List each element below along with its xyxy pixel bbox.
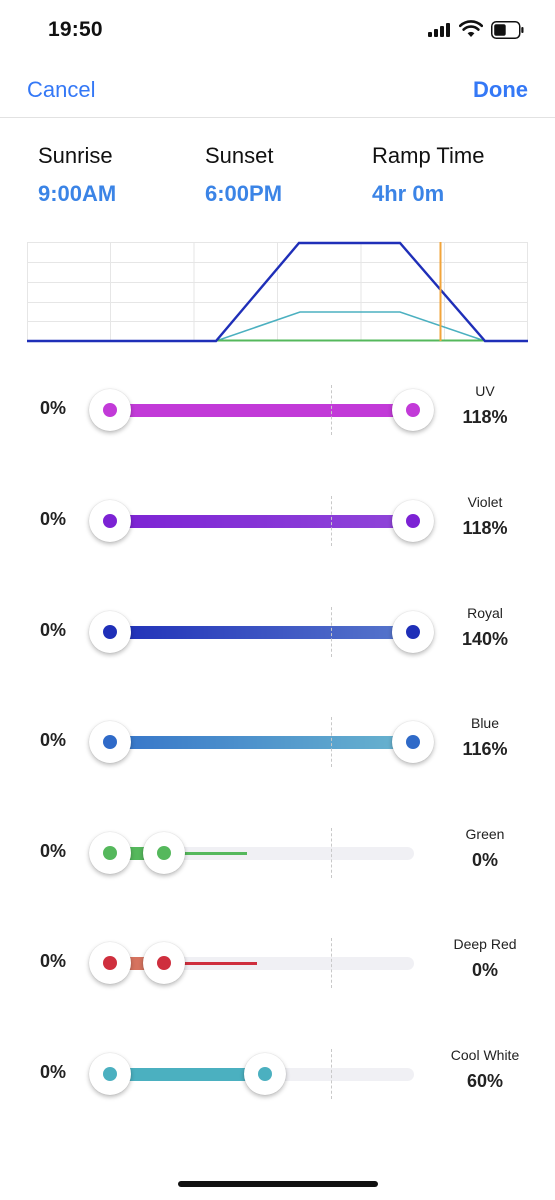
knob-dot xyxy=(103,956,117,970)
channel-name: UV xyxy=(475,383,495,399)
nav-bar: Cancel Done xyxy=(0,62,555,118)
channel-row-violet: 0% Violet 118% xyxy=(0,480,555,591)
channel-name: Violet xyxy=(467,494,503,510)
knob-dot xyxy=(103,846,117,860)
slider-range-line xyxy=(164,852,247,855)
channel-name: Green xyxy=(465,826,505,842)
min-slider-knob[interactable] xyxy=(89,942,131,984)
channel-row-cool-white: 0% Cool White 60% xyxy=(0,1033,555,1144)
sunset-label: Sunset xyxy=(205,143,274,168)
min-slider-knob[interactable] xyxy=(89,832,131,874)
cancel-button[interactable]: Cancel xyxy=(27,77,96,102)
min-slider-knob[interactable] xyxy=(89,611,131,653)
channel-row-blue: 0% Blue 116% xyxy=(0,701,555,812)
slider-range xyxy=(110,1068,265,1081)
ramp-time-setting[interactable]: Ramp Time 4hr 0m xyxy=(372,143,484,207)
max-slider-knob[interactable] xyxy=(392,721,434,763)
channel-max-value: 60% xyxy=(466,1071,504,1091)
reference-line xyxy=(331,938,332,988)
intensity-curve xyxy=(27,241,528,343)
schedule-chart xyxy=(27,241,528,343)
max-slider-knob[interactable] xyxy=(143,832,185,874)
done-button[interactable]: Done xyxy=(473,77,528,102)
slider-range xyxy=(110,404,414,417)
ramp-time-value[interactable]: 4hr 0m xyxy=(372,181,445,206)
min-slider-knob[interactable] xyxy=(89,389,131,431)
knob-dot xyxy=(258,1067,272,1081)
max-slider-knob[interactable] xyxy=(392,389,434,431)
ramp-time-label: Ramp Time xyxy=(372,143,485,168)
channel-row-green: 0% Green 0% xyxy=(0,812,555,923)
slider-track[interactable] xyxy=(110,957,414,970)
channel-name: Blue xyxy=(470,715,500,731)
knob-dot xyxy=(406,735,420,749)
reference-line xyxy=(331,496,332,546)
knob-dot xyxy=(103,403,117,417)
channel-name: Cool White xyxy=(450,1047,520,1063)
min-value: 0% xyxy=(40,620,67,640)
min-value: 0% xyxy=(40,841,67,861)
channel-max-value: 140% xyxy=(461,629,509,649)
channel-max-value: 0% xyxy=(471,960,498,980)
min-value: 0% xyxy=(40,730,67,750)
sunset-value[interactable]: 6:00PM xyxy=(205,181,283,206)
reference-line xyxy=(331,717,332,767)
knob-dot xyxy=(406,403,420,417)
channel-name: Deep Red xyxy=(453,936,517,952)
reference-line xyxy=(331,385,332,435)
knob-dot xyxy=(103,625,117,639)
reference-line xyxy=(331,828,332,878)
max-slider-knob[interactable] xyxy=(244,1053,286,1095)
sunrise-label: Sunrise xyxy=(38,143,113,168)
min-slider-knob[interactable] xyxy=(89,721,131,763)
min-slider-knob[interactable] xyxy=(89,500,131,542)
home-indicator[interactable] xyxy=(178,1181,378,1187)
max-slider-knob[interactable] xyxy=(392,500,434,542)
knob-dot xyxy=(157,846,171,860)
sunset-setting[interactable]: Sunset 6:00PM xyxy=(205,143,282,207)
chart-grid xyxy=(27,242,528,341)
status-time: 19:50 xyxy=(48,18,103,41)
knob-dot xyxy=(406,514,420,528)
slider-track[interactable] xyxy=(110,847,414,860)
status-bar: 19:50 xyxy=(0,0,555,62)
knob-dot xyxy=(103,735,117,749)
channel-max-value: 0% xyxy=(471,850,498,870)
channel-row-uv: 0% UV 118% xyxy=(0,369,555,480)
channel-max-value: 118% xyxy=(462,518,508,538)
slider-range xyxy=(110,736,414,749)
knob-dot xyxy=(103,514,117,528)
min-slider-knob[interactable] xyxy=(89,1053,131,1095)
min-value: 0% xyxy=(40,398,67,418)
wifi-icon xyxy=(459,20,483,37)
knob-dot xyxy=(157,956,171,970)
max-slider-knob[interactable] xyxy=(143,942,185,984)
slider-range xyxy=(110,515,414,528)
reference-line xyxy=(331,1049,332,1099)
slider-range xyxy=(110,626,414,639)
min-value: 0% xyxy=(40,1062,67,1082)
sunrise-setting[interactable]: Sunrise 9:00AM xyxy=(38,143,116,207)
cellular-signal-icon xyxy=(428,23,452,37)
knob-dot xyxy=(103,1067,117,1081)
min-value: 0% xyxy=(40,509,67,529)
min-value: 0% xyxy=(40,951,67,971)
max-slider-knob[interactable] xyxy=(392,611,434,653)
channel-max-value: 116% xyxy=(462,739,508,759)
slider-range-line xyxy=(164,962,257,965)
sunrise-value[interactable]: 9:00AM xyxy=(38,181,117,206)
channel-row-deep-red: 0% Deep Red 0% xyxy=(0,922,555,1033)
reference-line xyxy=(331,607,332,657)
channel-row-royal: 0% Royal 140% xyxy=(0,591,555,702)
battery-icon xyxy=(491,21,524,39)
knob-dot xyxy=(406,625,420,639)
channel-max-value: 118% xyxy=(462,407,508,427)
channel-name: Royal xyxy=(467,605,503,621)
